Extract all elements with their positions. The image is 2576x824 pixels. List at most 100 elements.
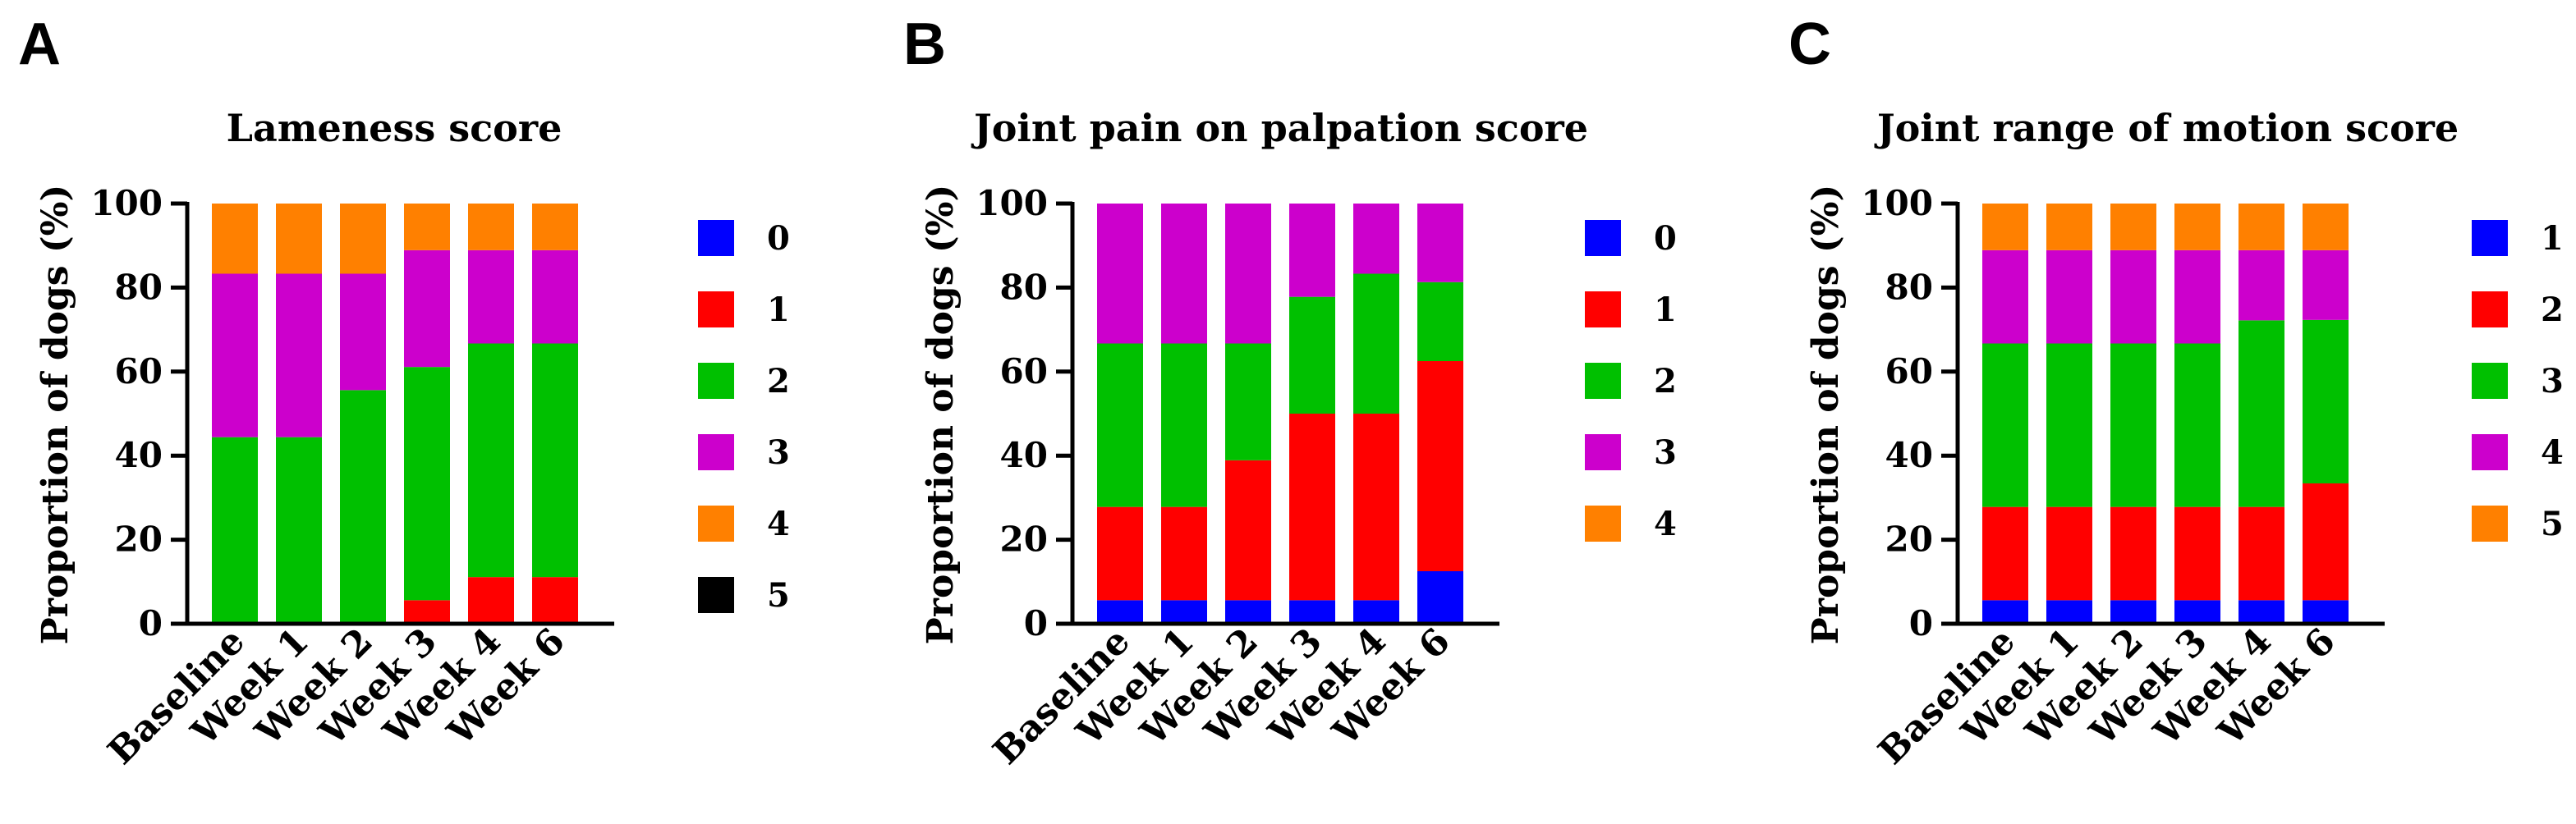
y-tick-label-c-1: 20 <box>1885 520 1933 560</box>
y-tick-label-c-2: 40 <box>1885 435 1933 475</box>
bar-segment-b-1-0 <box>1161 600 1207 624</box>
legend-label-a-2: 2 <box>767 362 790 401</box>
panel-letter-a: A <box>18 11 61 77</box>
bar-segment-b-4-0 <box>1353 600 1399 624</box>
bar-segment-c-5-4 <box>2303 204 2349 250</box>
legend-swatch-a-3 <box>698 434 734 470</box>
y-tick-label-a-4: 80 <box>115 267 163 307</box>
bars-c <box>1982 204 2349 624</box>
legend-swatch-a-5 <box>698 577 734 613</box>
legend-label-c-2: 3 <box>2541 362 2564 401</box>
y-tick-label-c-0: 0 <box>1909 603 1933 643</box>
bar-segment-c-0-2 <box>1982 343 2028 507</box>
chart-title-a: Lameness score <box>227 106 562 150</box>
legend-label-c-0: 1 <box>2541 219 2564 258</box>
bar-segment-b-3-2 <box>1289 296 1335 414</box>
bar-segment-b-1-1 <box>1161 506 1207 601</box>
legend-a: 0 1 2 3 4 5 <box>698 219 790 615</box>
legend-swatch-c-4 <box>2472 506 2508 542</box>
bar-segment-c-5-1 <box>2303 483 2349 601</box>
bar-segment-b-0-3 <box>1097 204 1143 344</box>
legend-swatch-b-4 <box>1585 506 1621 542</box>
bar-segment-b-3-1 <box>1289 414 1335 601</box>
y-tick-label-b-2: 40 <box>1000 435 1048 475</box>
chart-title-b: Joint pain on palpation score <box>971 106 1588 150</box>
legend-swatch-c-0 <box>2472 220 2508 256</box>
y-ticks-c: 0 20 40 60 80 100 <box>1861 183 1958 643</box>
bars-a <box>212 204 578 624</box>
bar-segment-b-0-0 <box>1097 600 1143 624</box>
bar-segment-a-5-2 <box>532 343 578 578</box>
bar-segment-b-4-3 <box>1353 204 1399 274</box>
bar-segment-c-2-1 <box>2110 506 2156 601</box>
y-tick-label-b-4: 80 <box>1000 267 1048 307</box>
axes-a <box>185 202 614 626</box>
bar-segment-a-4-3 <box>468 249 514 344</box>
y-ticks-a: 0 20 40 60 80 100 <box>90 183 187 643</box>
legend-swatch-a-0 <box>698 220 734 256</box>
legend-label-a-0: 0 <box>767 219 790 258</box>
bar-segment-c-1-3 <box>2046 249 2092 344</box>
y-tick-label-a-5: 100 <box>90 183 163 223</box>
y-tick-label-c-5: 100 <box>1861 183 1933 223</box>
bar-segment-a-3-2 <box>404 367 450 601</box>
bar-segment-a-0-2 <box>212 437 258 624</box>
bar-segment-c-4-1 <box>2239 506 2284 601</box>
legend-label-a-3: 3 <box>767 433 790 472</box>
bar-segment-b-5-0 <box>1417 571 1463 624</box>
bar-segment-a-5-4 <box>532 204 578 250</box>
bar-segment-a-2-2 <box>340 390 386 624</box>
legend-c: 1 2 3 4 5 <box>2472 219 2564 543</box>
legend-label-a-5: 5 <box>767 576 790 615</box>
legend-b: 0 1 2 3 4 <box>1585 219 1677 543</box>
y-axis-label-a: Proportion of dogs (%) <box>34 185 76 645</box>
bar-segment-b-5-3 <box>1417 204 1463 282</box>
bar-segment-c-0-0 <box>1982 600 2028 624</box>
bar-segment-c-1-1 <box>2046 506 2092 601</box>
legend-label-c-4: 5 <box>2541 505 2564 543</box>
bar-segment-c-1-0 <box>2046 600 2092 624</box>
bar-segment-c-5-3 <box>2303 249 2349 320</box>
bar-segment-a-5-3 <box>532 249 578 344</box>
bar-segment-c-0-4 <box>1982 204 2028 250</box>
chart-title-c: Joint range of motion score <box>1874 106 2459 150</box>
bar-segment-b-1-2 <box>1161 343 1207 507</box>
panel-letter-c: C <box>1789 11 1831 77</box>
bar-segment-c-4-2 <box>2239 320 2284 507</box>
bar-segment-a-3-1 <box>404 600 450 624</box>
bar-segment-c-2-3 <box>2110 249 2156 344</box>
bar-segment-a-0-3 <box>212 273 258 437</box>
y-tick-label-b-1: 20 <box>1000 520 1048 560</box>
bar-segment-c-0-1 <box>1982 506 2028 601</box>
bar-segment-a-3-3 <box>404 249 450 368</box>
bar-segment-c-3-0 <box>2174 600 2220 624</box>
bar-segment-b-1-3 <box>1161 204 1207 344</box>
bar-segment-b-4-1 <box>1353 414 1399 601</box>
y-axis-label-b: Proportion of dogs (%) <box>920 185 962 645</box>
legend-label-a-1: 1 <box>767 291 790 329</box>
bar-segment-c-3-4 <box>2174 204 2220 250</box>
legend-swatch-b-1 <box>1585 291 1621 327</box>
bar-segment-b-2-1 <box>1225 460 1271 601</box>
bar-segment-a-1-3 <box>276 273 322 437</box>
bars-b <box>1097 204 1463 624</box>
panel-c: C Joint range of motion score Proportion… <box>1789 11 2564 773</box>
bar-segment-b-3-3 <box>1289 204 1335 297</box>
y-ticks-b: 0 20 40 60 80 100 <box>976 183 1072 643</box>
bar-segment-a-2-4 <box>340 204 386 274</box>
bar-segment-a-1-2 <box>276 437 322 624</box>
y-tick-label-c-4: 80 <box>1885 267 1933 307</box>
legend-swatch-a-1 <box>698 291 734 327</box>
bar-segment-c-0-3 <box>1982 249 2028 344</box>
bar-segment-a-4-2 <box>468 343 514 578</box>
y-tick-label-a-0: 0 <box>139 603 163 643</box>
bar-segment-a-3-4 <box>404 204 450 250</box>
bar-segment-b-2-3 <box>1225 204 1271 344</box>
y-axis-label-c: Proportion of dogs (%) <box>1805 185 1847 645</box>
legend-label-c-3: 4 <box>2541 433 2564 472</box>
legend-swatch-c-3 <box>2472 434 2508 470</box>
legend-swatch-b-0 <box>1585 220 1621 256</box>
y-tick-label-a-2: 40 <box>115 435 163 475</box>
bar-segment-a-0-4 <box>212 204 258 274</box>
axes-b <box>1070 202 1499 626</box>
